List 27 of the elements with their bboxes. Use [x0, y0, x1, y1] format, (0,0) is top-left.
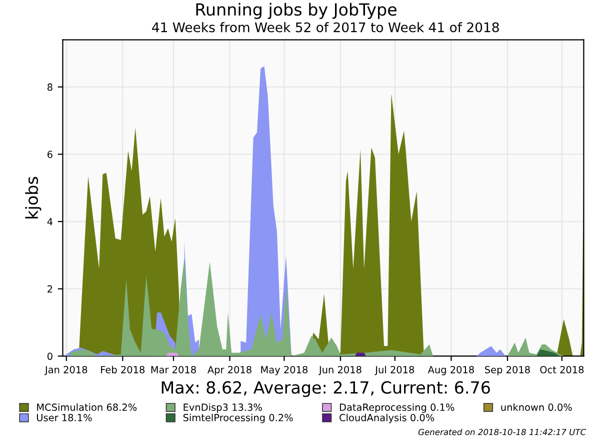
legend-label: unknown 0.0%	[501, 403, 572, 411]
y-tick-label: 6	[48, 150, 52, 158]
x-tick-label: May 2018	[261, 366, 308, 376]
y-axis-title: kjobs	[25, 176, 42, 218]
text: Generated on 2018-10-18 11:42:17 UTC	[418, 428, 586, 436]
x-tick-label: Apr 2018	[208, 366, 252, 376]
x-tick-label: Feb 2018	[101, 366, 145, 374]
y-tick-label: 2	[48, 285, 52, 293]
x-tick-label: Aug 2018	[428, 366, 474, 376]
legend-label: CloudAnalysis 0.0%	[340, 414, 434, 424]
text: Max: 8.62, Average: 2.17, Current: 6.76	[162, 381, 490, 398]
chart-subtitle: 41 Weeks from Week 52 of 2017 to Week 41 of 2018	[152, 22, 499, 32]
x-tick-label: Jul 2018	[374, 366, 414, 376]
x-tick-label: Sep 2018	[485, 366, 530, 376]
x-tick-label: Oct 2018	[540, 366, 584, 374]
legend-label: DataReprocessing 0.1%	[340, 403, 454, 413]
legend-label: MCSimulation 68.2%	[37, 403, 137, 411]
legend-label: User 18.1%	[37, 414, 92, 422]
legend-label: EvnDisp3 13.3%	[184, 403, 262, 413]
y-tick-label: 8	[48, 83, 52, 91]
x-tick-label: Jun 2018	[318, 366, 362, 376]
x-tick-label: Jan 2018	[44, 366, 88, 376]
y-tick-label: 0	[47, 352, 52, 360]
chart-title: Running jobs by JobType	[196, 2, 396, 20]
y-tick-label: 4	[47, 218, 52, 226]
legend-label: SimtelProcessing 0.2%	[183, 414, 293, 424]
x-tick-label: Mar 2018	[151, 366, 196, 374]
